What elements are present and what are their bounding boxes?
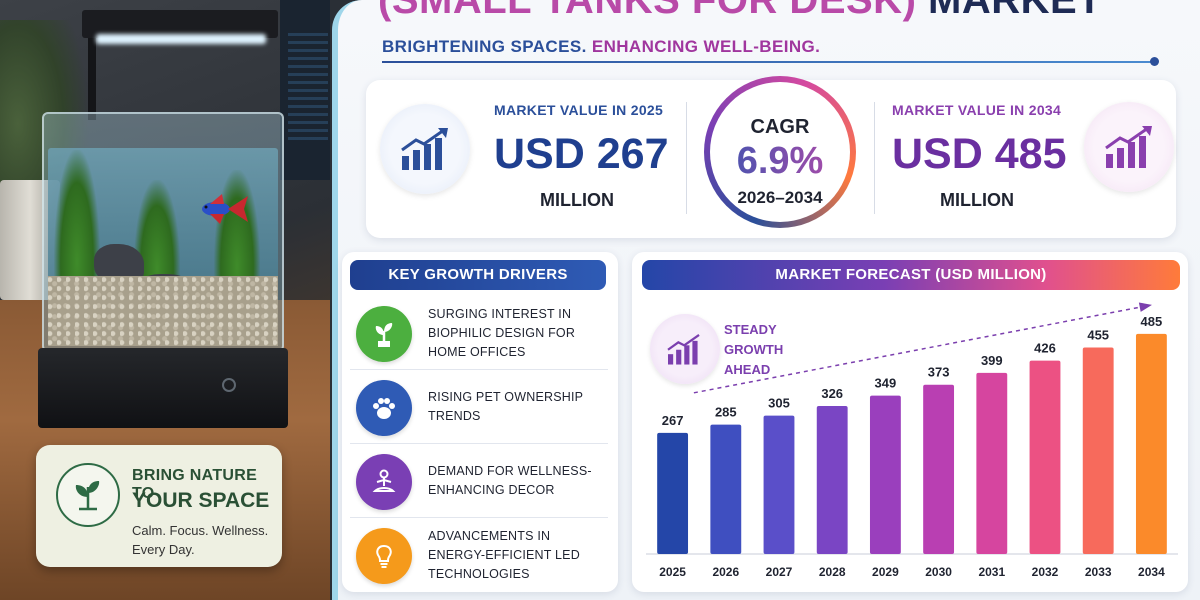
bar-value-label: 267 [662, 413, 684, 428]
x-tick-label: 2028 [819, 565, 846, 579]
bar-value-label: 399 [981, 353, 1003, 368]
growth-chart-icon [1084, 102, 1174, 192]
promo-heading-line2: YOUR SPACE [132, 489, 270, 512]
drivers-heading: KEY GROWTH DRIVERS [350, 260, 606, 290]
paw-icon [356, 380, 412, 436]
x-tick-label: 2033 [1085, 565, 1112, 579]
driver-text: RISING PET OWNERSHIP TRENDS [428, 390, 583, 423]
tagline-part2: ENHANCING WELL-BEING. [591, 37, 821, 56]
stat-2034-unit: MILLION [940, 190, 1014, 210]
bar-value-label: 305 [768, 396, 790, 411]
bar-2028 [816, 406, 848, 554]
tagline-part1: BRIGHTENING SPACES. [382, 37, 587, 56]
driver-text: SURGING INTEREST IN BIOPHILIC DESIGN FOR… [428, 306, 576, 359]
cagr-value: 6.9% [710, 140, 850, 183]
trend-arrow-line [693, 305, 1147, 394]
lightbulb-icon [356, 528, 412, 584]
bar-2026 [710, 424, 742, 554]
power-button-icon [222, 378, 236, 392]
x-tick-label: 2031 [978, 565, 1005, 579]
meditation-icon [356, 454, 412, 510]
bar-value-label: 349 [875, 376, 897, 391]
x-tick-label: 2026 [712, 565, 739, 579]
plant-icon [356, 306, 412, 362]
promo-card: BRING NATURE TO YOUR SPACE Calm. Focus. … [36, 445, 282, 567]
driver-item: DEMAND FOR WELLNESS-ENHANCING DECOR [350, 444, 608, 518]
stat-divider [874, 102, 875, 214]
aquarium-tank [42, 112, 284, 352]
bar-value-label: 485 [1141, 314, 1163, 329]
product-photo: BRING NATURE TO YOUR SPACE Calm. Focus. … [0, 0, 330, 600]
divider-line [382, 61, 1152, 63]
bar-value-label: 455 [1087, 328, 1109, 343]
lamp-arm [88, 30, 96, 120]
x-tick-label: 2025 [659, 565, 686, 579]
x-tick-label: 2032 [1032, 565, 1059, 579]
aquatic-plant [54, 150, 100, 290]
divider-dot [1150, 57, 1159, 66]
driver-text: ADVANCEMENTS IN ENERGY-EFFICIENT LED TEC… [428, 528, 580, 581]
cagr-label: CAGR [750, 116, 810, 138]
bar-2025 [657, 432, 689, 554]
leaf-icon [56, 463, 120, 527]
stat-2034-value: USD 485 [892, 130, 1067, 178]
bar-2030 [923, 384, 955, 554]
growth-drivers-card: KEY GROWTH DRIVERS SURGING INTEREST IN B… [342, 252, 618, 592]
bar-2027 [763, 415, 795, 554]
growth-chart-icon [380, 104, 470, 194]
driver-item: RISING PET OWNERSHIP TRENDS [350, 370, 608, 444]
forecast-bar-chart: 267 2025 285 2026 305 2027 326 2028 349 2029 373 20… [646, 302, 1178, 579]
cagr-period: 2026–2034 [737, 188, 823, 207]
title-product: (SMALL TANKS FOR DESK) [378, 0, 917, 22]
bar-value-label: 326 [821, 386, 843, 401]
stats-card: MARKET VALUE IN 2025 USD 267 MILLION CAG… [366, 76, 1176, 238]
cagr-ring: CAGR 6.9% 2026–2034 [704, 76, 856, 228]
bar-value-label: 285 [715, 405, 737, 420]
led-light [96, 34, 266, 44]
betta-fish-icon [202, 194, 248, 224]
tank-gravel [48, 276, 278, 346]
x-tick-label: 2029 [872, 565, 899, 579]
bar-2032 [1029, 360, 1061, 554]
bar-value-label: 373 [928, 365, 950, 380]
growth-chart-icon [650, 314, 720, 384]
stat-2025-unit: MILLION [540, 190, 614, 210]
stat-2034-label: MARKET VALUE IN 2034 [892, 102, 1062, 118]
driver-item: ADVANCEMENTS IN ENERGY-EFFICIENT LED TEC… [350, 518, 608, 592]
forecast-card: MARKET FORECAST (USD MILLION) STEADY GRO… [632, 252, 1188, 592]
bar-value-label: 426 [1034, 341, 1056, 356]
promo-heading-line1: BRING NATURE TO [132, 467, 258, 502]
stat-2025-label: MARKET VALUE IN 2025 [494, 102, 664, 118]
background-monitor [280, 0, 330, 180]
page-title: (SMALL TANKS FOR DESK) MARKET [378, 0, 1102, 23]
bar-2029 [869, 395, 901, 554]
forecast-heading: MARKET FORECAST (USD MILLION) [642, 260, 1180, 290]
x-tick-label: 2034 [1138, 565, 1165, 579]
bar-2031 [976, 372, 1008, 554]
bar-2033 [1082, 347, 1114, 554]
driver-text: DEMAND FOR WELLNESS-ENHANCING DECOR [428, 464, 592, 497]
infographic-panel: (SMALL TANKS FOR DESK) MARKET BRIGHTENIN… [332, 0, 1200, 600]
bar-2034 [1135, 333, 1167, 554]
led-lamp [82, 10, 278, 38]
stat-divider [686, 102, 687, 214]
title-market: MARKET [928, 0, 1103, 22]
aquatic-plant [214, 170, 260, 290]
steady-growth-note: STEADY GROWTH AHEAD [724, 322, 784, 377]
promo-subtext: Calm. Focus. Wellness. Every Day. [132, 523, 269, 557]
x-tick-label: 2030 [925, 565, 952, 579]
trend-arrow-head [1138, 302, 1152, 312]
x-tick-label: 2027 [766, 565, 793, 579]
stat-2025-value: USD 267 [494, 130, 669, 178]
tank-base [38, 348, 288, 428]
driver-item: SURGING INTEREST IN BIOPHILIC DESIGN FOR… [350, 296, 608, 370]
tagline: BRIGHTENING SPACES. ENHANCING WELL-BEING… [382, 37, 820, 57]
